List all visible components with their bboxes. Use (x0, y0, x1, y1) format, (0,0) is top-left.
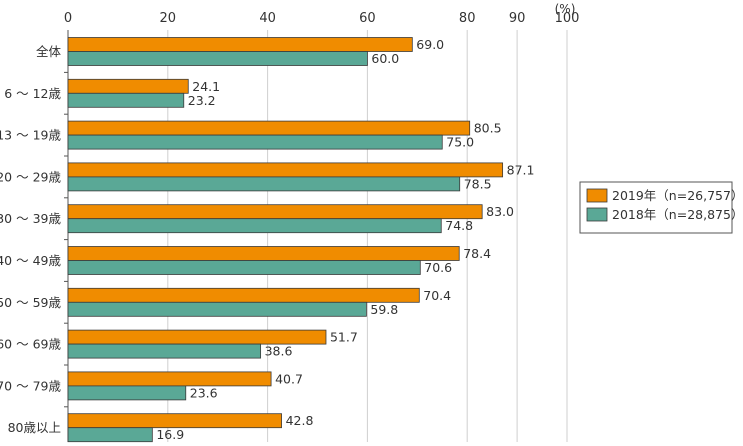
x-tick-label-20: 20 (160, 11, 177, 26)
bar-series2 (67, 51, 368, 66)
x-tick-label-90: 90 (509, 11, 526, 26)
bar-series2 (67, 176, 461, 192)
category-label: 13 ～ 19歳 (0, 128, 61, 143)
x-tick-label-60: 60 (359, 11, 376, 26)
data-label: 69.0 (416, 37, 444, 52)
bar-series2 (67, 260, 421, 275)
bar-series1 (67, 120, 471, 136)
legend-label: 2018年（n=28,875） (612, 207, 743, 222)
bar-series1 (67, 78, 189, 94)
x-tick-label-100: 100 (555, 11, 580, 26)
data-label: 75.0 (446, 135, 474, 150)
category-label: 20 ～ 29歳 (0, 169, 61, 184)
bar-series2 (67, 427, 153, 443)
bar-series2 (67, 218, 442, 234)
bar-series2 (67, 343, 262, 359)
data-label: 42.8 (286, 413, 314, 428)
unit-label: (%) (555, 2, 576, 16)
bar-series1 (67, 287, 420, 303)
data-label: 24.1 (192, 79, 220, 94)
bar-series2 (67, 385, 187, 401)
category-label: 50 ～ 59歳 (0, 295, 61, 310)
data-label: 16.9 (156, 427, 184, 442)
data-label: 23.2 (188, 93, 216, 108)
category-label: 全体 (36, 44, 62, 59)
data-label: 78.5 (464, 176, 492, 191)
bar-series1 (67, 371, 272, 387)
data-label: 59.8 (370, 302, 398, 317)
bar-series1 (67, 204, 483, 220)
legend-swatch (586, 188, 608, 203)
bar-series2 (67, 301, 367, 317)
data-label: 38.6 (265, 344, 293, 359)
bar-series2 (67, 92, 185, 108)
data-label: 70.4 (423, 288, 451, 303)
data-label: 87.1 (507, 162, 535, 177)
data-label: 60.0 (371, 51, 399, 66)
x-tick-label-0: 0 (64, 11, 72, 26)
legend-swatch (586, 207, 608, 222)
x-tick-label-80: 80 (459, 11, 476, 26)
x-tick-label-40: 40 (259, 11, 276, 26)
data-label: 74.8 (445, 218, 473, 233)
legend-label: 2019年（n=26,757） (612, 188, 743, 203)
bar-series2 (67, 134, 443, 150)
data-label: 70.6 (424, 260, 452, 275)
bar-series1 (67, 246, 460, 261)
category-label: 30 ～ 39歳 (0, 211, 61, 226)
bar-series1 (67, 329, 327, 345)
category-label: 60 ～ 69歳 (0, 337, 61, 352)
data-label: 23.6 (190, 385, 218, 400)
category-label: 80歳以上 (8, 420, 61, 435)
data-label: 78.4 (463, 246, 491, 261)
category-label: 40 ～ 49歳 (0, 253, 61, 268)
data-label: 40.7 (275, 371, 303, 386)
bar-series1 (67, 413, 282, 429)
data-label: 83.0 (486, 204, 514, 219)
bar-series1 (67, 37, 413, 52)
bar-series1 (67, 162, 504, 178)
category-label: 6 ～ 12歳 (4, 86, 61, 101)
data-label: 51.7 (330, 330, 358, 345)
category-label: 70 ～ 79歳 (0, 378, 61, 393)
data-label: 80.5 (474, 121, 502, 136)
